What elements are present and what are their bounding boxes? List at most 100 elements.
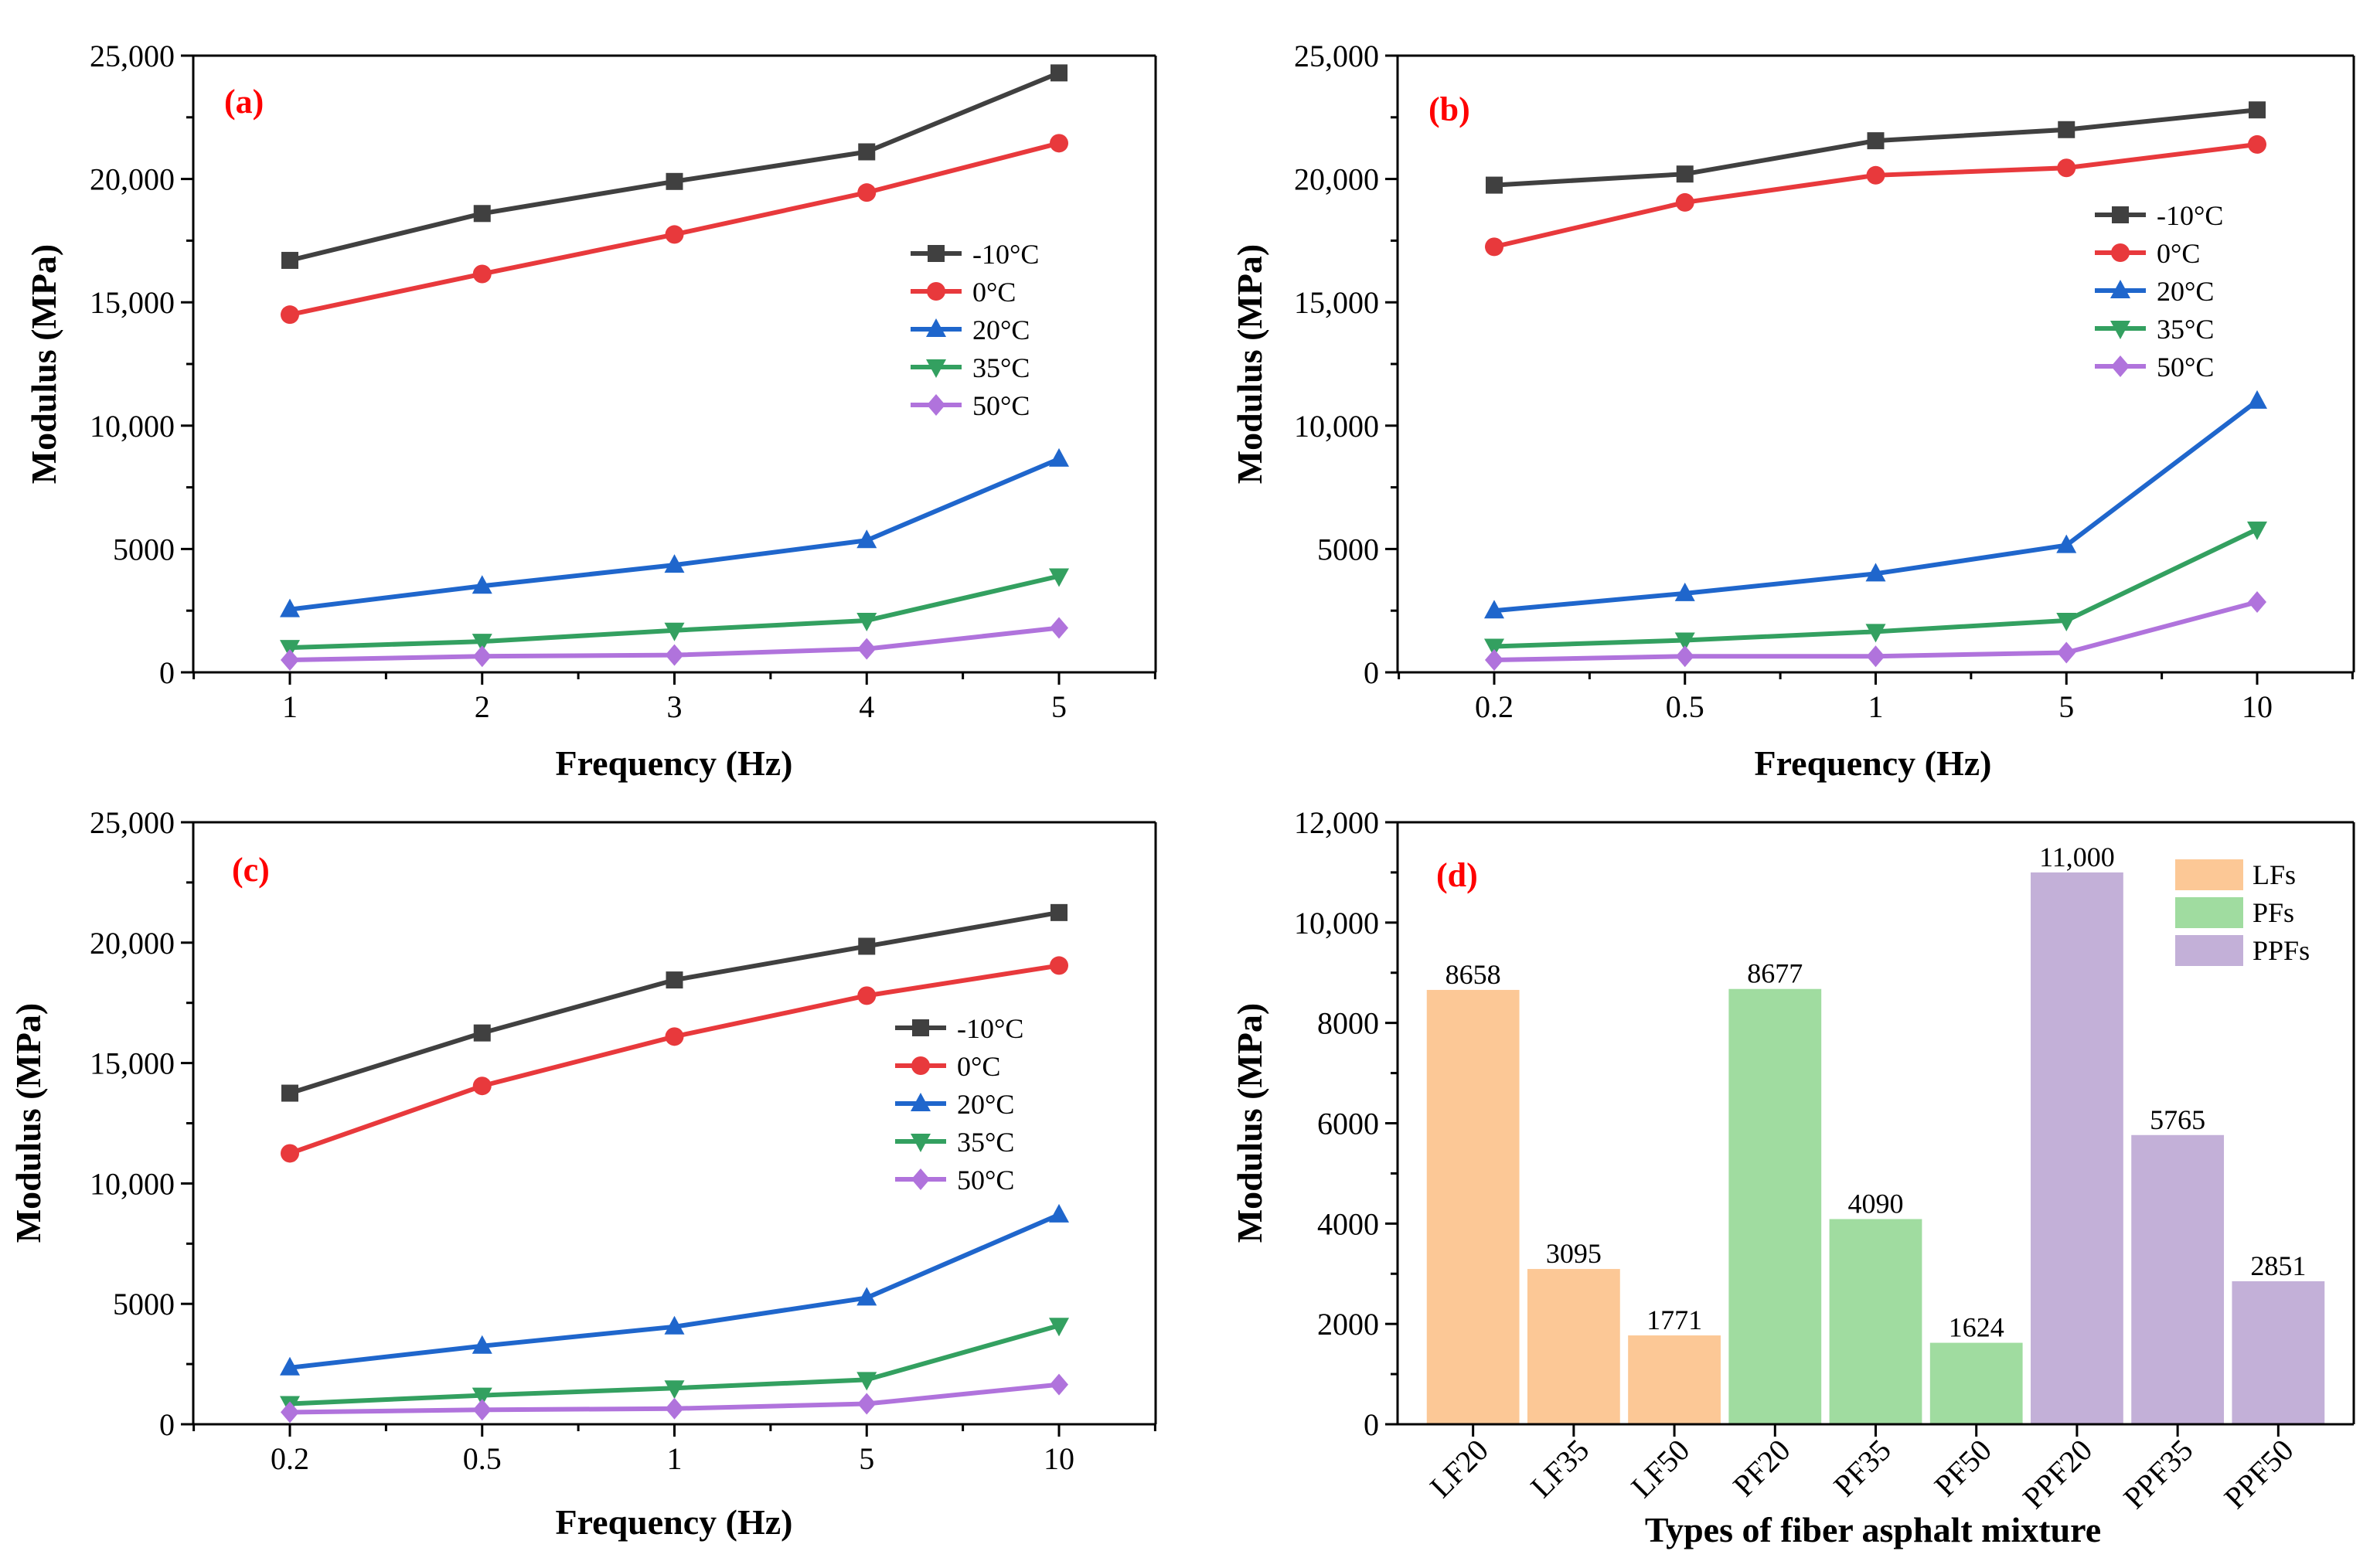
panel-0-series-1-point: [281, 305, 299, 325]
panel-3-y-tick-label: 10,000: [1294, 906, 1379, 940]
panel-3-x-tick-label: PF20: [1726, 1433, 1797, 1504]
panel-0-series-1-point: [472, 264, 492, 284]
panel-3-y-tick-label: 12,000: [1294, 805, 1379, 840]
panel-2-legend-label: 50°C: [957, 1165, 1014, 1196]
panel-1-x-tick-label: 1: [1868, 689, 1884, 724]
panel-0-series-0-point: [281, 251, 298, 269]
panel-0-series-line-2: [289, 457, 1061, 612]
panel-3-x-tick-label: PPF20: [2016, 1433, 2099, 1515]
panel-2-legend-label: 20°C: [957, 1089, 1014, 1120]
panel-2-legend-label: 0°C: [957, 1051, 1000, 1082]
panel-3-bar-value-label: 8677: [1747, 958, 1803, 989]
panel-3-x-tick-label: LF50: [1624, 1433, 1696, 1505]
panel-0-x-axis-title: Frequency (Hz): [555, 743, 792, 783]
panel-0-series-0-point: [666, 172, 683, 190]
panel-3-legend-swatch: [2175, 935, 2243, 966]
panel-1-y-tick-label: 0: [1364, 655, 1379, 690]
panel-3-bar-value-label: 2851: [2250, 1250, 2306, 1281]
panel-1-y-tick-label: 20,000: [1294, 162, 1379, 197]
panel-0-series-4-point: [857, 638, 877, 660]
panel-2-x-tick-label: 0.2: [271, 1441, 309, 1476]
panel-2-y-tick-label: 25,000: [90, 805, 175, 840]
panel-1-series-4-point: [1485, 649, 1503, 672]
panel-2-x-tick-label: 10: [1044, 1441, 1074, 1476]
panel-3-bar: [1829, 1219, 1922, 1424]
panel-1-series-4-point: [1866, 645, 1885, 668]
panel-2-tag: (c): [232, 851, 270, 889]
panel-2-series-2-point: [280, 1356, 300, 1376]
panel-3-bar: [2232, 1281, 2325, 1424]
panel-2-legend-marker: [911, 1093, 931, 1111]
panel-2-y-axis-title: Modulus (MPa): [9, 1003, 48, 1243]
panel-1-legend-label: 35°C: [2157, 314, 2214, 345]
panel-1-series-2-point: [2056, 534, 2077, 553]
panel-1-series-line-1: [1493, 141, 2258, 250]
panel-2-series-1-point: [1050, 956, 1068, 975]
panel-3-bar: [1628, 1335, 1721, 1424]
panel-3-y-tick-label: 4000: [1317, 1206, 1379, 1241]
panel-0-series-0-point: [858, 143, 876, 161]
panel-0-series-0-point: [473, 205, 491, 223]
panel-1-x-tick-label: 0.5: [1666, 689, 1704, 724]
panel-2-series-3-point: [664, 1380, 685, 1400]
panel-1-series-3-point: [1865, 624, 1886, 643]
panel-3-bar: [2031, 872, 2123, 1424]
panel-3-legend-label: LFs: [2253, 859, 2296, 890]
panel-1-legend-marker: [2111, 243, 2130, 262]
panel-2-y-tick-label: 15,000: [90, 1046, 175, 1081]
line-chart-panel-1: 0 5000 10,000 15,000 20,000 25,000 Modulus (MP…: [1230, 39, 2355, 783]
panel-3-bar: [1426, 989, 1520, 1424]
panel-3-bar-value-label: 1771: [1646, 1304, 1702, 1335]
panel-3-bar-value-label: 3095: [1546, 1238, 1602, 1269]
panel-2-series-4-point: [1050, 1373, 1068, 1396]
panel-0-legend-marker: [927, 394, 945, 416]
panel-2-series-2-point: [664, 1315, 685, 1335]
panel-0-x-tick-label: 3: [667, 689, 683, 724]
panel-0-legend-label: 20°C: [972, 315, 1030, 345]
panel-2-x-tick-label: 1: [667, 1441, 683, 1476]
panel-1-series-0-point: [2058, 121, 2075, 138]
panel-1-series-1-point: [1866, 165, 1885, 185]
panel-3-bar-value-label: 8658: [1445, 959, 1501, 990]
panel-2-series-4-point: [665, 1397, 684, 1420]
panel-0-series-0-point: [1050, 64, 1068, 82]
panel-2-series-1-point: [857, 986, 877, 1005]
panel-1-y-tick-label: 5000: [1317, 532, 1379, 566]
panel-2-x-tick-label: 5: [859, 1441, 874, 1476]
panel-3-bar: [1728, 988, 1822, 1424]
panel-0-x-tick-label: 5: [1051, 689, 1067, 724]
panel-2-series-1-point: [665, 1027, 684, 1046]
panel-1-series-2-point: [1484, 600, 1504, 619]
panel-1-legend-marker: [2110, 280, 2130, 298]
panel-0-y-tick-label: 20,000: [90, 162, 175, 197]
panel-1-y-tick-label: 10,000: [1294, 409, 1379, 444]
panel-3-bar-value-label: 11,000: [2039, 842, 2115, 872]
panel-0-y-tick-label: 25,000: [90, 39, 175, 73]
panel-1-legend-label: 0°C: [2157, 238, 2200, 269]
panel-2-legend-label: -10°C: [957, 1013, 1023, 1044]
panel-2-series-0-point: [666, 971, 683, 989]
panel-3-legend-swatch: [2175, 859, 2243, 890]
panel-1-x-tick-label: 0.2: [1475, 689, 1514, 724]
panel-1-series-2-point: [1674, 582, 1695, 601]
panel-3-x-tick-label: PF35: [1827, 1433, 1898, 1504]
panel-1-y-axis-title: Modulus (MPa): [1230, 244, 1269, 485]
panel-0-series-3-point: [856, 612, 877, 631]
panel-0-legend-marker: [926, 359, 946, 378]
panel-0-series-1-point: [857, 183, 877, 202]
panel-3-legend-swatch: [2175, 897, 2243, 928]
panel-0-series-1-point: [1050, 134, 1068, 153]
panel-2-series-0-point: [858, 937, 876, 955]
panel-3-y-axis-title: Modulus (MPa): [1230, 1003, 1269, 1243]
panel-3-bar-value-label: 1624: [1949, 1312, 2004, 1343]
panel-1-series-3-point: [2247, 521, 2267, 540]
panel-1-legend-label: 50°C: [2157, 352, 2214, 383]
panel-0-series-2-point: [1049, 447, 1069, 467]
panel-0-y-tick-label: 5000: [113, 532, 175, 566]
panel-3-x-tick-label: PPF50: [2217, 1433, 2300, 1515]
panel-3-y-tick-label: 0: [1364, 1407, 1379, 1442]
panel-2-legend: -10°C 0°C 20°C 35°C 50°C: [895, 1013, 1023, 1196]
panel-2-y-tick-label: 20,000: [90, 926, 175, 961]
panel-1-series-3-point: [2056, 612, 2077, 631]
panel-2-legend-marker: [911, 1056, 930, 1075]
